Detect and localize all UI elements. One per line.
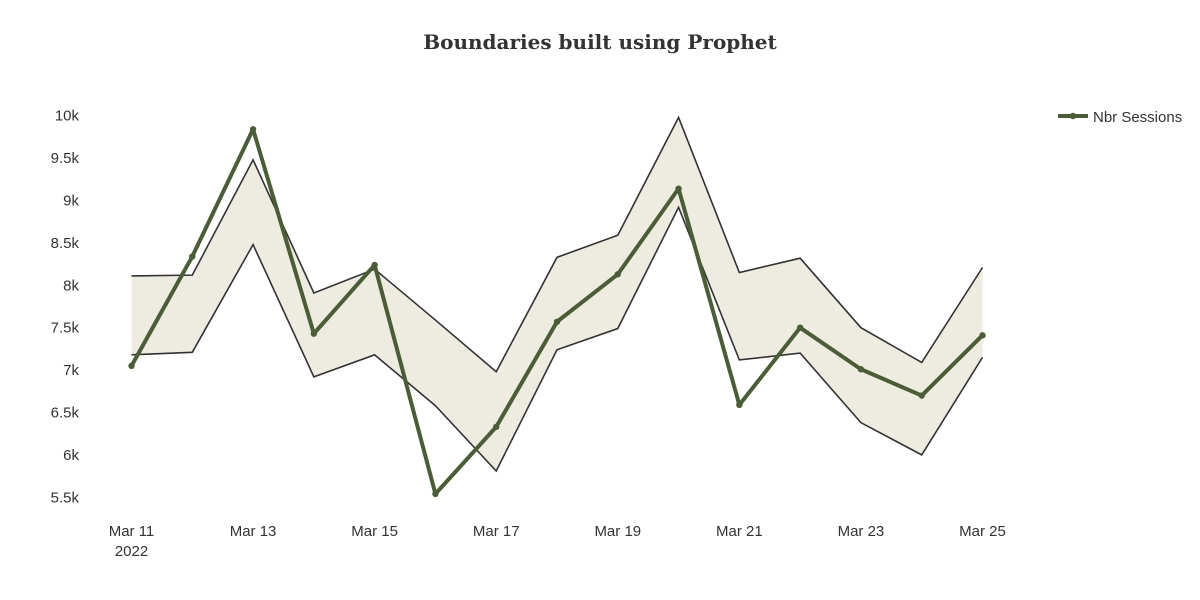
x-tick-label: Mar 13: [230, 523, 277, 540]
band-fill: [131, 117, 983, 471]
x-axis: Mar 11 2022 Mar 13 Mar 15 Mar 17 Mar 19 Mar 21…: [109, 523, 1006, 560]
y-tick-label: 5.5k: [51, 489, 80, 506]
data-point: [432, 490, 439, 498]
confidence-band: [131, 115, 984, 473]
data-point: [310, 330, 318, 337]
data-point: [857, 366, 865, 373]
data-point: [493, 423, 500, 431]
data-point: [736, 401, 743, 409]
data-point: [796, 324, 804, 331]
lower-bound-line: [131, 205, 984, 473]
x-tick-sublabel: 2022: [115, 543, 148, 560]
y-tick-label: 7k: [63, 362, 79, 379]
x-tick-label: Mar 23: [838, 523, 885, 540]
data-point: [189, 253, 196, 260]
x-tick-label: Mar 21: [716, 523, 763, 540]
data-point: [918, 392, 925, 399]
y-tick-label: 8.5k: [51, 235, 80, 252]
y-tick-label: 8k: [63, 277, 79, 294]
y-tick-label: 10k: [55, 108, 80, 125]
y-tick-label: 9k: [63, 193, 79, 210]
data-point: [614, 271, 621, 278]
data-point: [249, 126, 257, 133]
legend-marker: [1069, 112, 1077, 120]
y-tick-label: 7.5k: [51, 320, 80, 337]
data-point: [553, 318, 561, 325]
y-tick-label: 9.5k: [51, 150, 80, 167]
x-tick-label: Mar 19: [594, 523, 641, 540]
x-tick-label: Mar 15: [351, 523, 398, 540]
x-tick-label: Mar 25: [959, 523, 1006, 540]
chart-title: Boundaries built using Prophet: [423, 30, 777, 54]
y-tick-label: 6k: [63, 447, 79, 464]
data-point: [675, 185, 682, 192]
series-layer: [128, 126, 986, 498]
data-point: [128, 362, 135, 370]
x-tick-label: Mar 11: [109, 523, 155, 540]
legend[interactable]: Nbr Sessions: [1058, 109, 1182, 126]
data-point: [979, 332, 986, 339]
legend-label: Nbr Sessions: [1093, 109, 1182, 126]
y-tick-label: 6.5k: [51, 404, 80, 421]
y-axis: 5.5k 6k 6.5k 7k 7.5k 8k 8.5k 9k 9.5k 10k: [51, 108, 80, 507]
x-tick-label: Mar 17: [473, 523, 520, 540]
data-point: [371, 261, 378, 269]
